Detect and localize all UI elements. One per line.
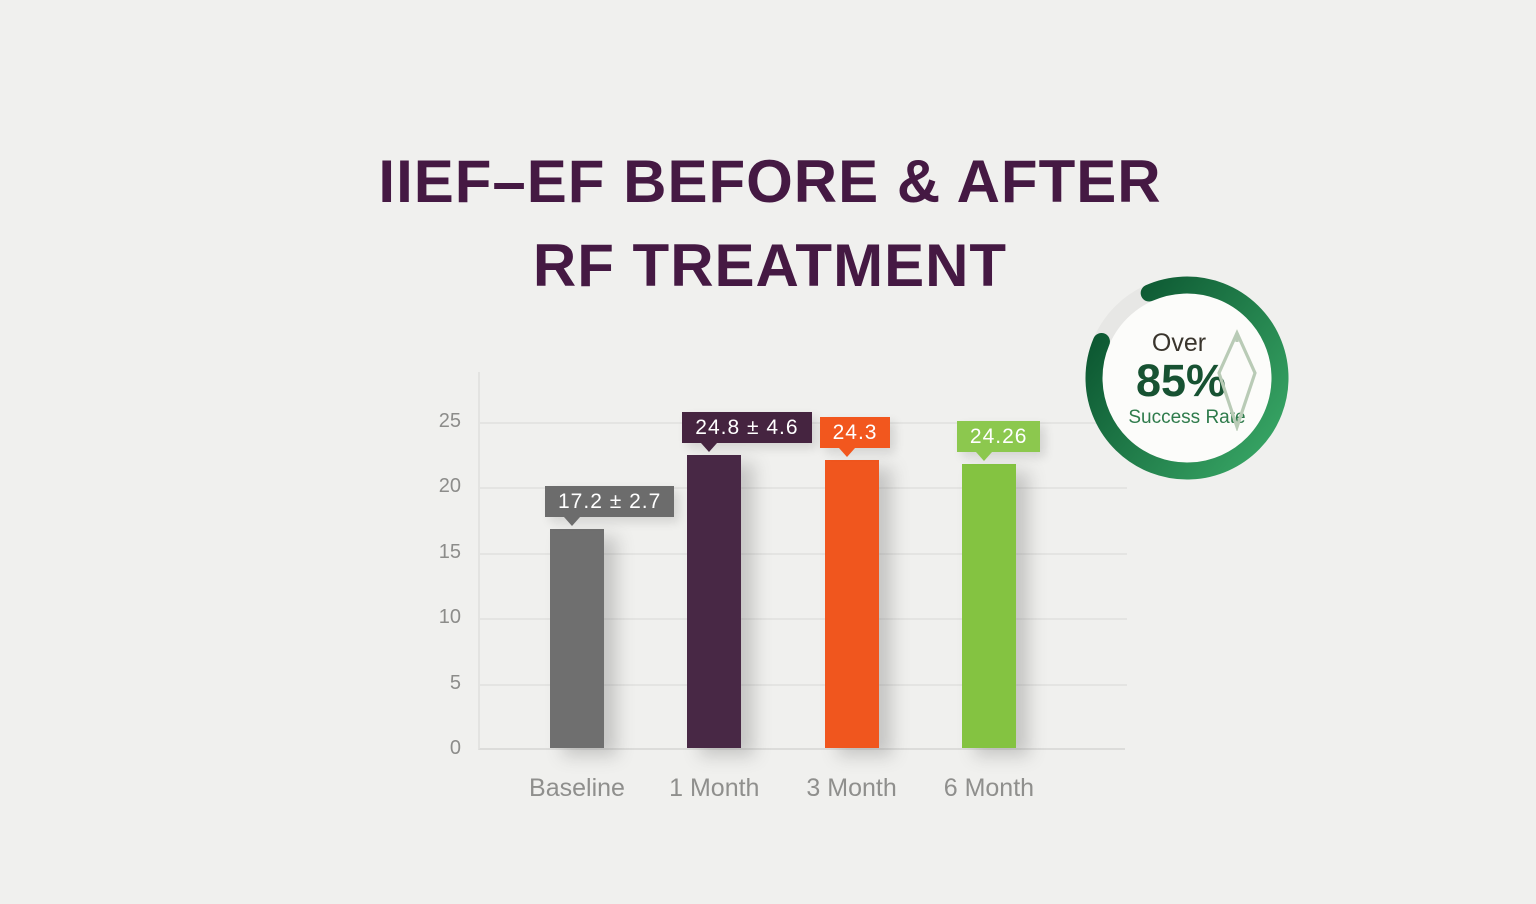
ring-arc bbox=[1085, 276, 1289, 480]
progress-ring bbox=[1085, 276, 1289, 480]
data-label-tail bbox=[975, 452, 992, 461]
data-label-6-month: 24.26 bbox=[956, 421, 1041, 461]
gridline-y5 bbox=[480, 683, 1127, 686]
y-tick-label-20: 20 bbox=[438, 475, 461, 497]
plot-area: 0 5 10 15 20 25 17.2 ± 2.7 Baseline 24.8 ± 4.6 1 … bbox=[439, 372, 1127, 802]
y-tick-label-15: 15 bbox=[438, 540, 461, 563]
chart-title: IIEF–EF BEFORE & AFTER RF TREATMENT bbox=[0, 140, 1536, 308]
bar-1-month bbox=[687, 455, 742, 748]
x-category-label-baseline: Baseline bbox=[529, 774, 625, 802]
badge-over-label: Over bbox=[1151, 329, 1207, 357]
y-tick-label-5: 5 bbox=[449, 671, 461, 694]
data-label-baseline: 17.2 ± 2.7 bbox=[545, 486, 675, 526]
bar-6-month bbox=[961, 464, 1016, 748]
bar-3-month bbox=[824, 460, 879, 748]
data-label-tail bbox=[564, 517, 580, 526]
up-arrow-icon bbox=[1217, 329, 1257, 431]
y-tick-label-0: 0 bbox=[449, 737, 461, 759]
badge-caption: Success Rate bbox=[1128, 407, 1246, 428]
gridline-y15 bbox=[480, 552, 1127, 555]
chart-title-line2: RF TREATMENT bbox=[532, 232, 1008, 299]
x-category-label-1-month: 1 Month bbox=[669, 774, 760, 802]
gridline-y20 bbox=[480, 487, 1127, 489]
data-label-1-month: 24.8 ± 4.6 bbox=[682, 412, 812, 452]
y-tick-label-10: 10 bbox=[438, 606, 461, 628]
badge-percent: 85% bbox=[1135, 355, 1227, 406]
success-rate-badge: Over 85% Success Rate bbox=[1076, 267, 1298, 489]
data-label-tail bbox=[838, 448, 855, 457]
y-tick-label-25: 25 bbox=[438, 409, 461, 432]
data-label-tail bbox=[701, 443, 718, 452]
gridline-y10 bbox=[480, 618, 1127, 620]
data-label-3-month: 24.3 bbox=[819, 417, 891, 457]
bar-baseline bbox=[550, 529, 604, 748]
chart-title-line1: IIEF–EF BEFORE & AFTER bbox=[378, 148, 1162, 215]
x-category-label-6-month: 6 Month bbox=[943, 774, 1035, 802]
x-category-label-3-month: 3 Month bbox=[806, 774, 897, 802]
